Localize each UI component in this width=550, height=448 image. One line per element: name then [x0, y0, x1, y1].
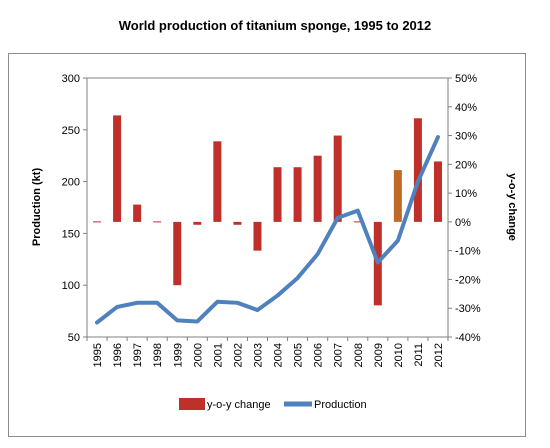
plot-border — [86, 77, 449, 338]
y2-axis-label: y-o-y change — [506, 173, 518, 241]
x-tick-label: 2010 — [393, 343, 405, 367]
x-tick-label: 2007 — [333, 343, 345, 367]
bar — [133, 204, 142, 222]
x-tick-label: 2011 — [413, 343, 425, 367]
line-series — [95, 135, 440, 325]
chart-frame — [8, 53, 526, 437]
right-tick-label: -20% — [455, 274, 481, 286]
bar — [153, 221, 162, 223]
bar — [113, 115, 122, 222]
x-tick-label: 2006 — [313, 343, 325, 367]
x-tick-label: 2002 — [232, 343, 244, 367]
bar-series — [93, 115, 442, 306]
bar — [413, 118, 422, 222]
bar — [393, 170, 402, 222]
bar — [313, 155, 322, 222]
bar — [333, 135, 342, 222]
x-tick-label: 1995 — [92, 343, 104, 367]
x-tick-label: 1999 — [172, 343, 184, 367]
x-tick-label: 1998 — [152, 343, 164, 367]
right-tick-label: 20% — [455, 159, 477, 171]
right-tick-label: -10% — [455, 246, 481, 258]
bar — [93, 221, 102, 223]
legend-line-label: Production — [314, 399, 367, 411]
plot-area — [86, 77, 449, 338]
bar — [213, 141, 222, 222]
chart-title: World production of titanium sponge, 199… — [118, 18, 432, 33]
bar — [273, 167, 282, 222]
left-tick-label: 200 — [62, 177, 80, 189]
bar — [353, 221, 362, 223]
bar — [293, 167, 302, 222]
left-tick-label: 250 — [62, 125, 80, 137]
x-tick-label: 2001 — [212, 343, 224, 367]
right-tick-label: -30% — [455, 303, 481, 315]
right-tick-label: -40% — [455, 332, 481, 344]
left-tick-label: 100 — [62, 280, 80, 292]
x-tick-label: 1997 — [132, 343, 144, 367]
left-axis: 50 100 150 200 250 300 — [62, 73, 87, 344]
right-tick-label: 30% — [455, 131, 477, 143]
bar — [253, 221, 262, 251]
left-tick-label: 150 — [62, 228, 80, 240]
y-axis-label: Production (kt) — [31, 168, 43, 247]
right-tick-label: 0% — [455, 217, 471, 229]
x-tick-label: 2012 — [433, 343, 445, 367]
x-tick-label: 2004 — [273, 343, 285, 367]
right-tick-label: 40% — [455, 102, 477, 114]
left-tick-label: 300 — [62, 73, 80, 85]
legend: y-o-y change Production — [179, 398, 367, 411]
bar — [193, 221, 202, 225]
right-tick-label: 10% — [455, 188, 477, 200]
x-tick-label: 2005 — [293, 343, 305, 367]
right-tick-label: 50% — [455, 73, 477, 85]
left-tick-label: 50 — [68, 332, 80, 344]
right-axis: -40% -30% -20% -10% 0% 10% 20% 30% 40% 50% — [448, 73, 481, 344]
bar — [173, 221, 182, 286]
x-tick-label: 2008 — [353, 343, 365, 367]
bar — [433, 161, 442, 222]
production-line — [95, 135, 440, 325]
bar — [233, 221, 242, 225]
x-axis: 1995 1996 1997 1998 1999 2000 2001 2002 2003 2004… — [86, 337, 449, 367]
x-tick-label: 2009 — [373, 343, 385, 367]
legend-bar-label: y-o-y change — [207, 399, 271, 411]
x-tick-label: 1996 — [112, 343, 124, 367]
x-tick-label: 2003 — [252, 343, 264, 367]
x-tick-label: 2000 — [192, 343, 204, 367]
legend-bar-swatch — [179, 398, 205, 410]
